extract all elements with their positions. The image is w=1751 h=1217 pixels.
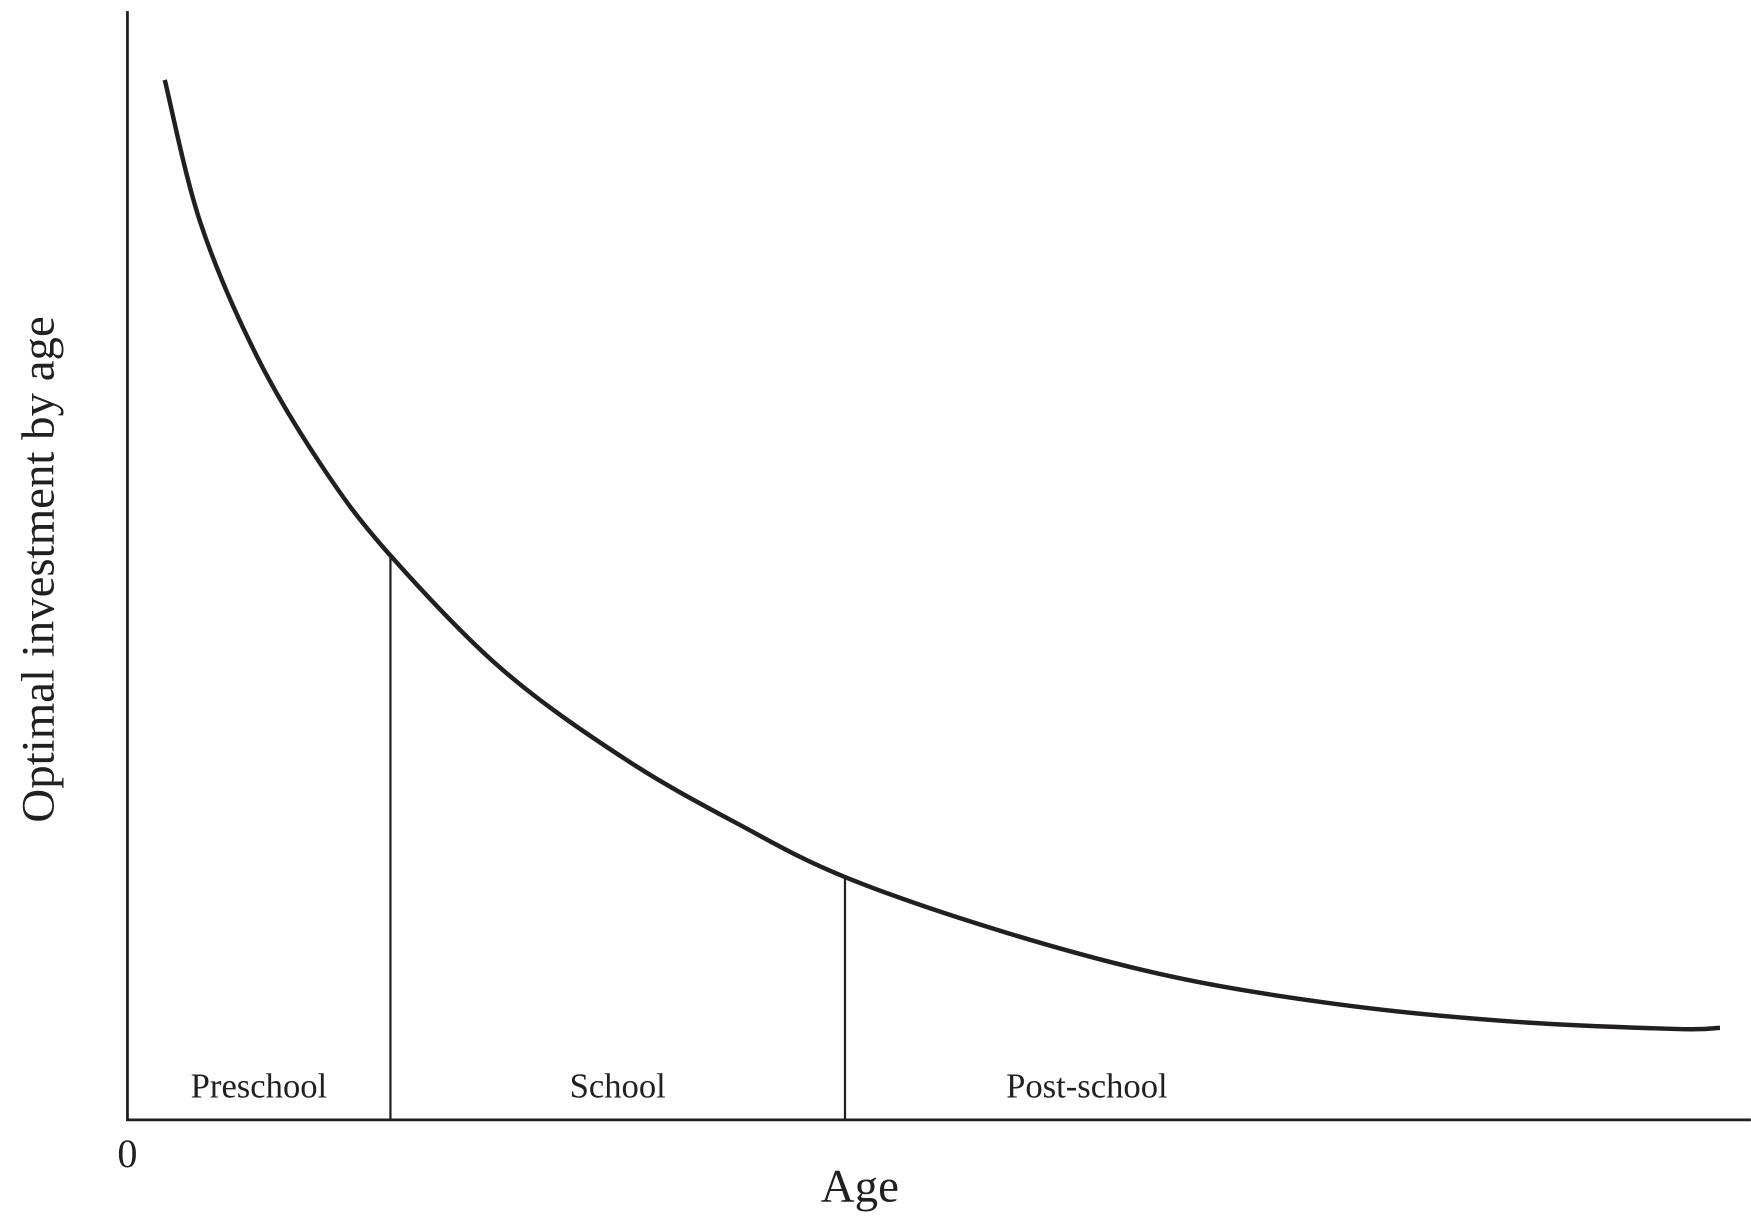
x-axis-label: Age [821,1160,899,1212]
stage-label: Post-school [1006,1068,1168,1106]
curve [162,79,1721,1032]
stage-label: Preschool [191,1068,328,1106]
stage-label: School [570,1068,666,1106]
y-axis-label: Optimal investment by age [13,316,65,822]
x-tick-label: 0 [117,1131,137,1176]
